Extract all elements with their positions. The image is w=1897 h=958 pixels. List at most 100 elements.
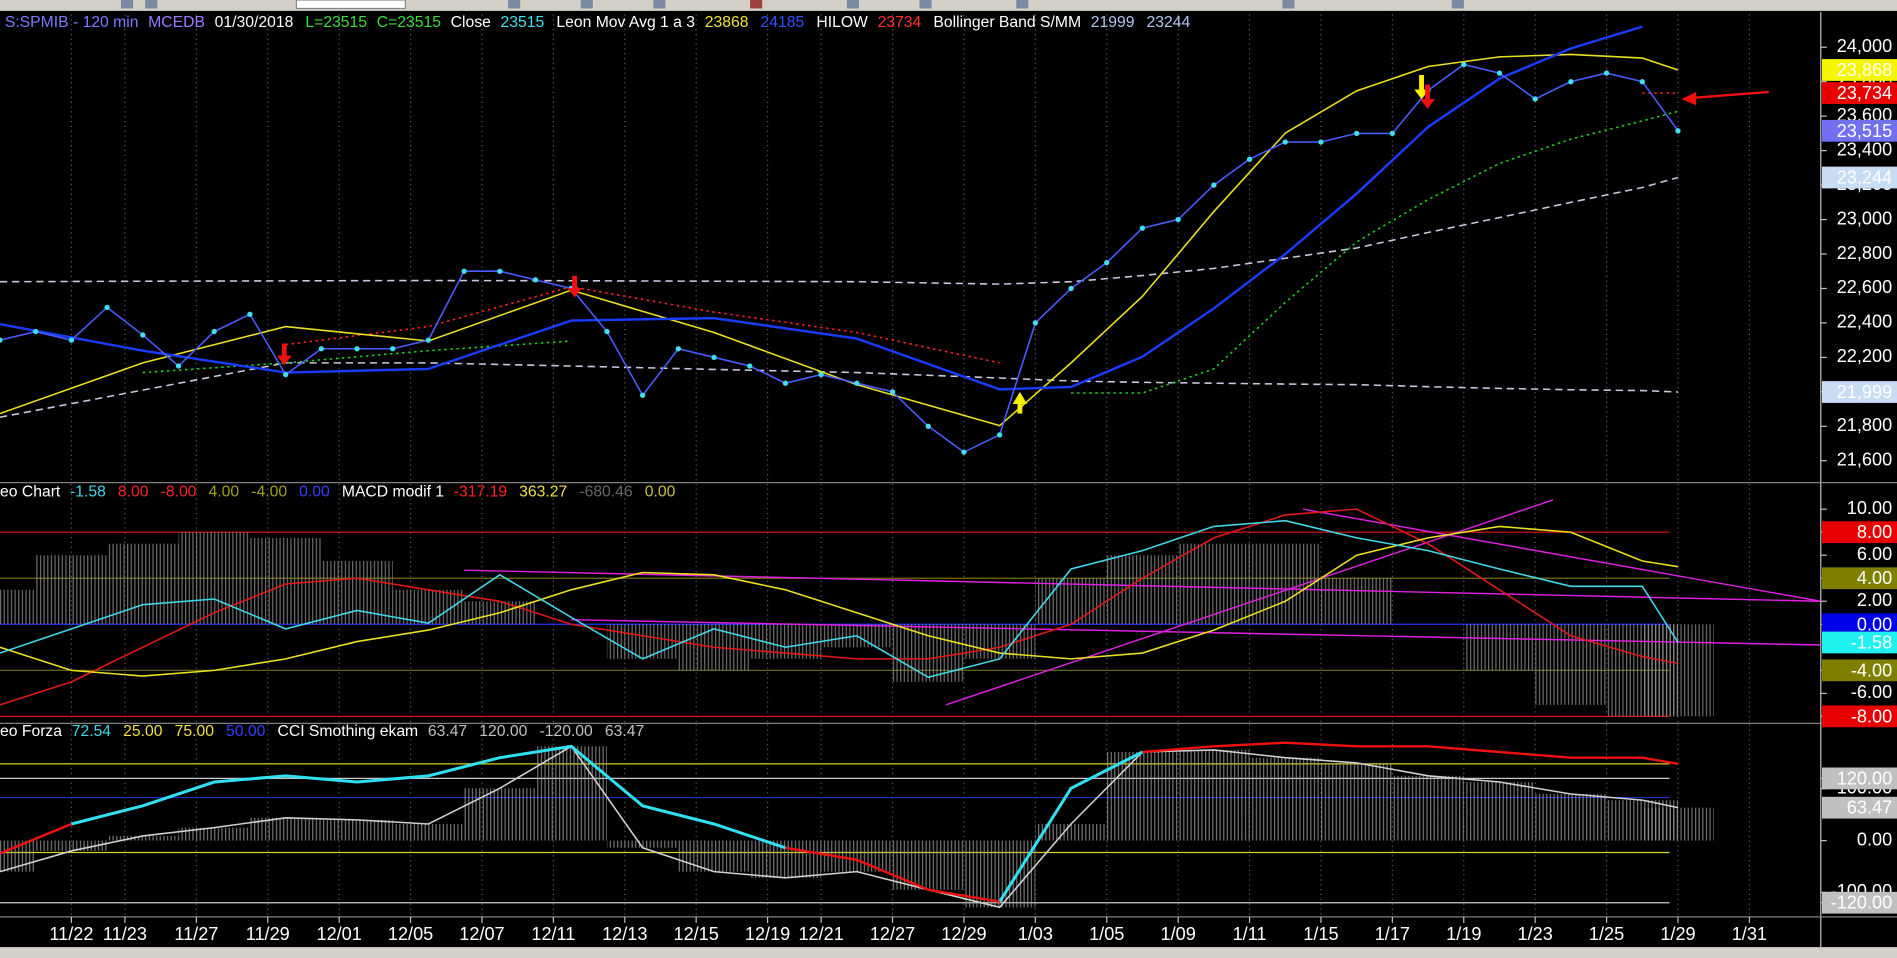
x-tick-label: 11/27 xyxy=(174,924,218,944)
data-point xyxy=(1282,139,1288,145)
data-point xyxy=(140,332,146,338)
histogram-bar xyxy=(1463,624,1536,671)
y-tick-label: 21,800 xyxy=(1837,415,1892,435)
x-tick-label: 12/13 xyxy=(602,924,647,944)
value-badge xyxy=(1821,767,1897,790)
value-badge xyxy=(1821,381,1897,403)
histogram-bar xyxy=(1463,782,1536,841)
header-text: Close xyxy=(451,14,491,31)
value-badge xyxy=(1821,59,1897,81)
series-line xyxy=(0,741,1679,903)
histogram-bar xyxy=(1642,624,1714,717)
toolbar-icon[interactable] xyxy=(1016,0,1029,9)
toolbar-icon[interactable] xyxy=(750,0,763,9)
toolbar-icon[interactable] xyxy=(919,0,932,9)
value-badge-label: 21,999 xyxy=(1837,382,1892,402)
data-point xyxy=(104,304,110,311)
data-point xyxy=(211,328,217,335)
header-text: eo Chart xyxy=(0,483,61,500)
series-line xyxy=(0,525,1679,677)
y-tick-label: 6.00 xyxy=(1857,544,1892,564)
trendline xyxy=(571,618,1821,646)
histogram-bar xyxy=(35,555,108,625)
histogram-bar xyxy=(606,624,679,659)
data-point xyxy=(1032,320,1039,326)
x-tick-label: 1/31 xyxy=(1732,924,1767,944)
data-point xyxy=(996,432,1003,438)
header-text: 23244 xyxy=(1147,14,1191,31)
y-tick-label: 23,000 xyxy=(1837,208,1892,228)
signal-arrow xyxy=(567,275,582,298)
histogram-bar xyxy=(1249,757,1321,841)
data-point xyxy=(175,363,182,369)
header-text: -120.00 xyxy=(539,723,593,740)
data-point xyxy=(1211,182,1217,188)
header-text: MACD modif 1 xyxy=(342,483,444,500)
value-badge xyxy=(1821,82,1897,104)
histogram-bar xyxy=(249,817,322,841)
value-badge-label: 63.47 xyxy=(1847,798,1892,818)
toolbar-icon[interactable] xyxy=(653,0,666,9)
toolbar-icon[interactable] xyxy=(1282,0,1295,9)
y-tick-label: 22,600 xyxy=(1837,277,1892,297)
y-tick-label: 0.00 xyxy=(1857,829,1892,849)
header-text: 23515 xyxy=(501,14,545,31)
y-tick-label: 10.00 xyxy=(1847,498,1892,518)
data-point xyxy=(1353,130,1360,137)
y-tick-label: 23,400 xyxy=(1837,139,1892,159)
histogram-bar xyxy=(1642,807,1714,841)
value-badge xyxy=(1821,166,1897,189)
pane xyxy=(0,724,1750,916)
symbol-input[interactable] xyxy=(295,0,406,10)
x-tick-label: 1/25 xyxy=(1589,924,1624,944)
histogram-bar xyxy=(1535,793,1607,841)
histogram-bar xyxy=(606,840,679,848)
data-point xyxy=(1532,96,1538,102)
header-text: 63.47 xyxy=(428,723,467,740)
x-tick-label: 12/01 xyxy=(316,924,361,944)
series-line xyxy=(0,25,1643,391)
toolbar-icon[interactable] xyxy=(1451,0,1464,9)
header-text: 23734 xyxy=(878,14,922,31)
x-tick-label: 1/17 xyxy=(1375,924,1410,944)
value-badge xyxy=(1821,567,1897,590)
histogram-bar xyxy=(1320,762,1393,841)
x-tick-label: 11/22 xyxy=(49,924,93,944)
data-point xyxy=(318,346,324,352)
data-point xyxy=(532,277,539,283)
toolbar-icon[interactable] xyxy=(120,0,134,9)
data-point xyxy=(747,363,753,369)
histogram-bar xyxy=(392,823,465,841)
x-tick-label: 1/23 xyxy=(1518,924,1553,944)
header-text: 4.00 xyxy=(209,483,240,500)
header-text: 23868 xyxy=(705,14,749,31)
data-point xyxy=(639,392,646,398)
data-point xyxy=(1496,70,1503,76)
data-point xyxy=(1675,128,1681,134)
toolbar-icon[interactable] xyxy=(508,0,521,9)
data-point xyxy=(1175,216,1181,223)
histogram-bar xyxy=(1035,823,1107,841)
series-line xyxy=(71,744,1144,903)
toolbar-icon[interactable] xyxy=(580,0,593,9)
toolbar xyxy=(0,0,1897,11)
toolbar-icon[interactable] xyxy=(145,0,158,9)
data-point xyxy=(1318,139,1324,145)
series-line xyxy=(0,53,1679,427)
header-text: 75.00 xyxy=(175,723,215,740)
histogram-bar xyxy=(1392,775,1464,841)
x-tick-label: 11/29 xyxy=(246,924,290,944)
value-badge xyxy=(1821,796,1897,819)
toolbar-icon[interactable] xyxy=(846,0,859,9)
histogram-bar xyxy=(321,560,393,625)
data-point xyxy=(1246,156,1253,162)
header-text: 25.00 xyxy=(123,723,163,740)
data-point xyxy=(0,337,3,343)
x-tick-label: 1/29 xyxy=(1660,924,1695,944)
pane xyxy=(0,483,1821,723)
histogram-bar xyxy=(178,532,250,625)
x-tick-label: 12/11 xyxy=(531,924,575,944)
data-point xyxy=(782,380,789,386)
series-line xyxy=(0,745,1679,909)
data-point xyxy=(1389,130,1396,137)
